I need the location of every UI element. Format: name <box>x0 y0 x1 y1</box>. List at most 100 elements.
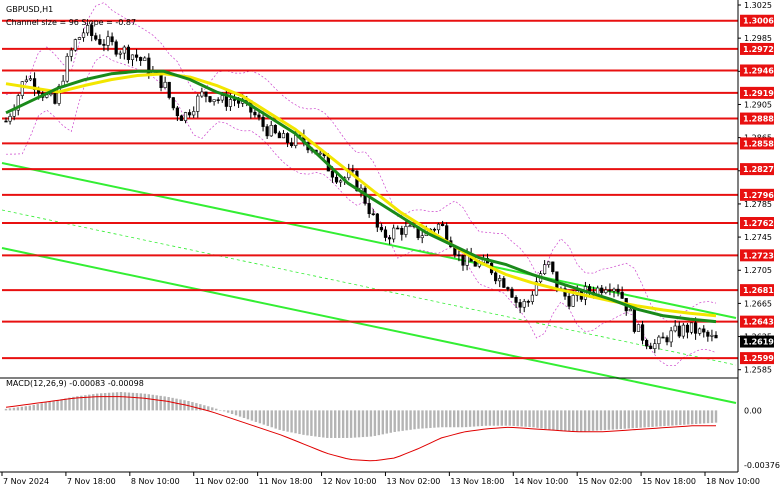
y-tick-label: 1.2745 <box>744 233 772 242</box>
macd-histogram-bar <box>163 396 166 411</box>
macd-histogram-bar <box>464 410 468 428</box>
candle-body <box>408 225 412 228</box>
macd-histogram-bar <box>587 410 591 432</box>
candle-body <box>290 142 294 146</box>
macd-histogram-bar <box>234 410 238 416</box>
candle <box>212 99 216 106</box>
candle <box>285 132 290 148</box>
candle <box>192 106 196 119</box>
candle <box>710 329 714 342</box>
candle <box>661 332 665 339</box>
macd-histogram-bar <box>500 410 504 426</box>
candle-body <box>53 93 57 104</box>
macd-histogram-bar <box>456 410 460 428</box>
candle-body <box>681 324 685 337</box>
macd-histogram-bar <box>635 410 638 428</box>
y-tick-label: 1.2585 <box>744 366 772 375</box>
x-tick-label: 14 Nov 10:00 <box>514 477 568 486</box>
y-tick-label: 1.2665 <box>744 299 772 308</box>
candle <box>208 96 212 103</box>
resistance-label: 1.2858 <box>743 139 774 148</box>
macd-histogram-bar <box>508 410 511 426</box>
macd-histogram-bar <box>643 410 646 428</box>
candle-body <box>253 111 257 116</box>
candle <box>28 75 33 82</box>
resistance-label-box <box>740 284 774 297</box>
macd-histogram-bar <box>171 397 174 411</box>
macd-histogram-bar <box>687 410 690 425</box>
macd-histogram-bar <box>560 410 563 431</box>
candle-body <box>620 291 624 299</box>
y-tick-label: 1.2705 <box>744 266 772 275</box>
candle <box>498 274 502 288</box>
candle-body <box>12 109 16 117</box>
macd-histogram-bar <box>238 410 242 417</box>
macd-histogram-bar <box>72 396 75 411</box>
macd-histogram-bar <box>242 410 246 418</box>
candle-body <box>494 272 498 282</box>
macd-histogram-bar <box>575 410 579 432</box>
macd-histogram-bar <box>425 410 428 429</box>
macd-histogram-bar <box>564 410 567 431</box>
candle-body <box>114 41 118 55</box>
resistance-label-box <box>740 188 774 201</box>
candle-body <box>534 281 539 296</box>
candle-body <box>139 57 143 61</box>
candle-body <box>281 133 286 139</box>
macd-histogram-bar <box>504 410 507 426</box>
candle <box>677 321 681 339</box>
macd-histogram-bar <box>310 410 313 436</box>
macd-histogram-bar <box>68 397 71 411</box>
candle-body <box>257 114 261 118</box>
candle-body <box>698 328 702 334</box>
resistance-label-box <box>740 14 774 27</box>
candle-body <box>530 294 534 302</box>
macd-histogram-bar <box>167 397 170 411</box>
candle <box>608 283 612 296</box>
candle-body <box>192 111 196 116</box>
macd-histogram-bar <box>698 410 702 424</box>
candle <box>81 28 86 42</box>
candle <box>77 36 82 40</box>
candle-body <box>604 289 608 293</box>
macd-histogram-bar <box>274 410 277 429</box>
macd-histogram-bar <box>357 410 361 438</box>
candle-body <box>706 331 710 337</box>
candle <box>404 220 408 238</box>
candle <box>396 225 400 230</box>
candle <box>514 295 518 308</box>
macd-histogram-bar <box>286 410 289 432</box>
macd-histogram-bar <box>445 410 448 428</box>
macd-histogram-bar <box>540 410 543 429</box>
candle-body <box>106 36 110 46</box>
candle-body <box>645 340 649 347</box>
candle-body <box>457 254 461 257</box>
candle <box>351 164 355 174</box>
macd-histogram-bar <box>139 393 143 411</box>
macd-histogram-bar <box>353 410 357 438</box>
macd-histogram-bar <box>401 410 404 431</box>
level-labels: 1.3006 1.2972 1.2946 1.2919 1.2888 1.2858 1.28… <box>740 14 774 365</box>
candle <box>16 93 20 116</box>
candle-body <box>167 81 171 98</box>
candle <box>518 299 522 314</box>
macd-histogram-bar <box>298 410 301 435</box>
macd-histogram-bar <box>131 392 135 411</box>
y-tick-label: 1.2785 <box>744 200 772 209</box>
macd-histogram-bar <box>250 410 254 421</box>
macd-histogram-bar <box>4 408 8 411</box>
moving-averages <box>5 69 717 324</box>
candle-body <box>110 36 114 43</box>
candle-body <box>653 343 657 349</box>
macd-histogram-bar <box>512 410 515 426</box>
candle <box>69 47 73 62</box>
macd-histogram-bar <box>389 410 392 433</box>
candle-body <box>673 325 677 332</box>
candle-body <box>551 261 555 273</box>
macd-histogram-bar <box>84 395 87 411</box>
candle-body <box>118 52 122 55</box>
candle-body <box>20 81 24 96</box>
candle-body <box>318 152 322 155</box>
candle <box>20 81 24 99</box>
